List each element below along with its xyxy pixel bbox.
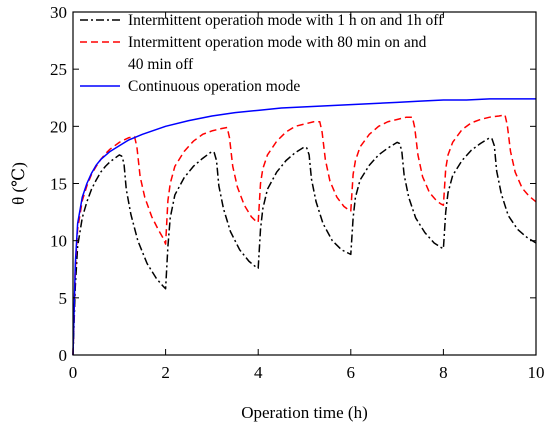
legend-label-2: Intermittent operation mode with 80 min …: [128, 34, 427, 51]
x-tick-label: 4: [254, 363, 263, 382]
legend-label-1: Intermittent operation mode with 1 h on …: [128, 12, 444, 29]
series-layer: [72, 98, 537, 356]
x-tick-label: 8: [439, 363, 448, 382]
legend-label-3: Continuous operation mode: [128, 78, 300, 95]
y-tick-label: 15: [50, 175, 67, 194]
legend-label-2: 40 min off: [128, 56, 194, 73]
y-tick-label: 0: [59, 346, 68, 365]
y-tick-label: 25: [50, 60, 67, 79]
x-axis-title: Operation time (h): [241, 403, 368, 422]
y-tick-label: 30: [50, 3, 67, 22]
y-axis-title: θ (℃): [9, 162, 28, 205]
y-tick-label: 20: [50, 117, 67, 136]
x-tick-label: 10: [528, 363, 545, 382]
x-tick-label: 6: [347, 363, 356, 382]
x-tick-label: 0: [69, 363, 78, 382]
series-line-2: [72, 114, 537, 356]
legend: Intermittent operation mode with 1 h on …: [80, 12, 444, 95]
series-line-1: [72, 137, 537, 356]
x-tick-label: 2: [161, 363, 170, 382]
series-line-3: [72, 98, 536, 356]
ticks-layer: 0 2 4 6 8 10 0 5 10 15 20 25 30: [50, 3, 545, 382]
y-tick-label: 5: [59, 289, 68, 308]
y-tick-label: 10: [50, 232, 67, 251]
